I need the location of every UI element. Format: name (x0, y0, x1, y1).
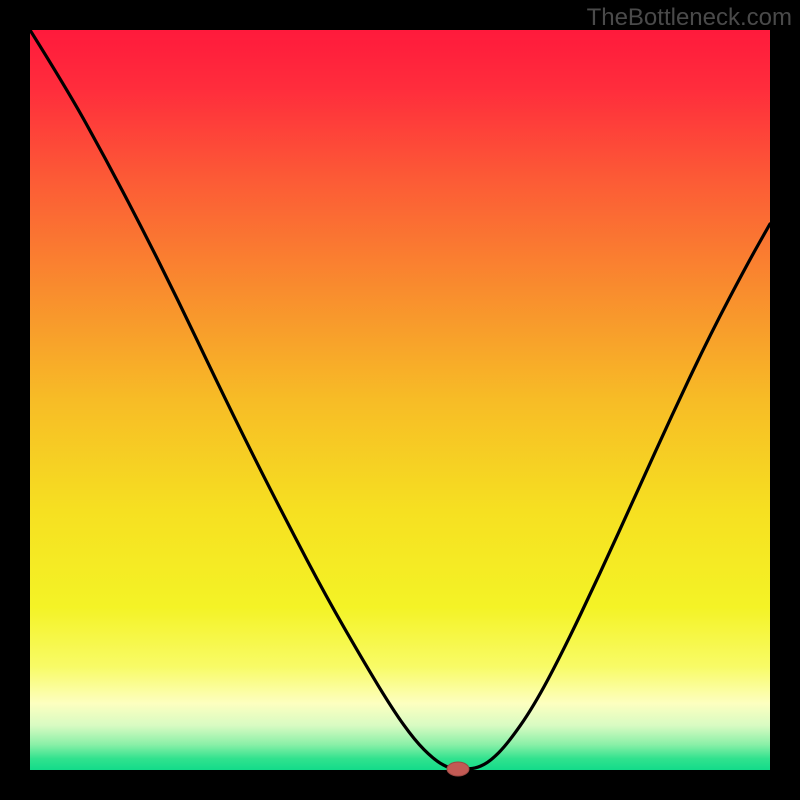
plot-area (30, 30, 770, 770)
watermark-text: TheBottleneck.com (587, 4, 792, 32)
bottleneck-curve (30, 30, 770, 770)
optimum-marker (445, 760, 471, 778)
